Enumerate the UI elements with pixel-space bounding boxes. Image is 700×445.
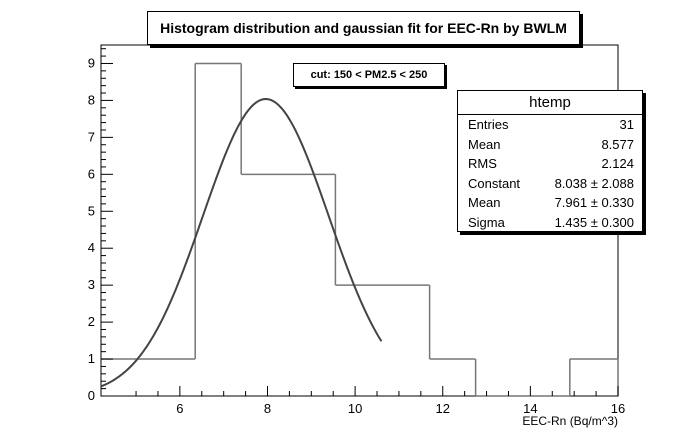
stats-row: Sigma 1.435 ± 0.300 <box>458 213 642 233</box>
stats-label: Constant <box>468 175 521 191</box>
stats-row: Constant 8.038 ± 2.088 <box>458 174 642 194</box>
x-tick-label: 6 <box>176 401 183 416</box>
x-tick-label: 16 <box>611 401 625 416</box>
stats-value: 31 <box>619 117 634 132</box>
stats-row: Mean 7.961 ± 0.330 <box>458 193 642 213</box>
y-tick-label: 2 <box>88 314 95 329</box>
stats-value: 1.435 ± 0.300 <box>554 214 634 230</box>
y-tick-label: 1 <box>88 351 95 366</box>
x-axis-title: EEC-Rn (Bq/m^3) <box>522 414 618 428</box>
stats-value: 7.961 ± 0.330 <box>554 195 634 210</box>
histogram <box>101 62 619 397</box>
stats-title: htemp <box>458 91 642 115</box>
histogram-bin <box>569 358 619 396</box>
fit-curve <box>100 98 383 388</box>
stats-value: 2.124 <box>601 156 634 171</box>
x-tick-label: 8 <box>264 401 271 416</box>
y-tick-label: 6 <box>88 166 95 181</box>
y-tick-label: 7 <box>88 129 95 144</box>
y-tick-label: 5 <box>88 203 95 218</box>
stats-value: 8.038 ± 2.088 <box>554 175 634 191</box>
y-tick-label: 4 <box>88 240 95 255</box>
histogram-bin <box>428 285 476 360</box>
chart-title: Histogram distribution and gaussian fit … <box>147 11 580 45</box>
gaussian-fit <box>100 98 383 388</box>
stats-label: Mean <box>468 136 501 152</box>
stats-row: Entries 31 <box>458 115 642 135</box>
histogram-bin <box>474 359 570 397</box>
y-tick-label: 9 <box>88 55 95 70</box>
stats-value: 8.577 <box>601 136 634 152</box>
y-axis: 0 1 2 3 4 5 6 7 8 9 <box>88 48 113 403</box>
stats-label: Entries <box>468 117 509 132</box>
stats-row: RMS 2.124 <box>458 154 642 174</box>
stats-label: RMS <box>468 156 497 171</box>
x-tick-label: 12 <box>436 401 450 416</box>
cut-annotation: cut: 150 < PM2.5 < 250 <box>293 63 445 87</box>
x-axis: 6 8 10 12 14 16 <box>135 386 625 416</box>
y-tick-label: 0 <box>88 388 95 403</box>
y-tick-label: 8 <box>88 92 95 107</box>
y-tick-label: 3 <box>88 277 95 292</box>
stats-label: Mean <box>468 195 501 210</box>
stats-box: htemp Entries 31 Mean 8.577 RMS 2.124 Co… <box>457 90 643 232</box>
stats-row: Mean 8.577 <box>458 135 642 155</box>
stats-label: Sigma <box>468 214 505 230</box>
histogram-bin <box>240 63 336 176</box>
x-tick-label: 14 <box>523 401 537 416</box>
x-tick-label: 10 <box>348 401 362 416</box>
histogram-bin <box>334 174 430 286</box>
histogram-bin <box>194 62 242 360</box>
